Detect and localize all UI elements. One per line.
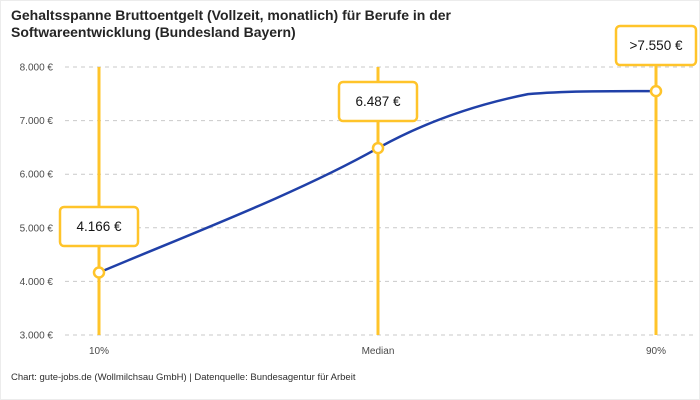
value-label-box (614, 24, 698, 67)
chart-source-attribution: Chart: gute-jobs.de (Wollmilchsau GmbH) … (11, 372, 356, 383)
y-axis-tick-label: 7.000 € (20, 116, 54, 127)
value-label: >7.550 € (630, 38, 683, 53)
value-label: 4.166 € (76, 219, 122, 234)
value-label-box (337, 80, 419, 123)
value-label-box (58, 205, 140, 248)
data-point[interactable] (649, 84, 663, 98)
value-label: 6.487 € (355, 94, 401, 109)
y-axis-tick-label: 3.000 € (20, 331, 54, 342)
y-axis-tick-label: 8.000 € (20, 63, 54, 74)
salary-curve (97, 89, 658, 274)
x-axis-tick-label: Median (362, 346, 395, 357)
chart-title: Gehaltsspanne Bruttoentgelt (Vollzeit, m… (11, 7, 451, 41)
x-axis-tick-label: 90% (646, 346, 666, 357)
data-point[interactable] (371, 141, 385, 155)
y-axis-tick-label: 6.000 € (20, 170, 54, 181)
chart-title-line1: Gehaltsspanne Bruttoentgelt (Vollzeit, m… (11, 7, 452, 23)
chart-title-line2: Softwareentwicklung (Bundesland Bayern) (11, 24, 296, 40)
y-axis-tick-label: 4.000 € (20, 277, 54, 288)
data-point[interactable] (92, 266, 106, 279)
y-axis-tick-label: 5.000 € (20, 223, 54, 234)
x-axis-tick-label: 10% (89, 346, 109, 357)
